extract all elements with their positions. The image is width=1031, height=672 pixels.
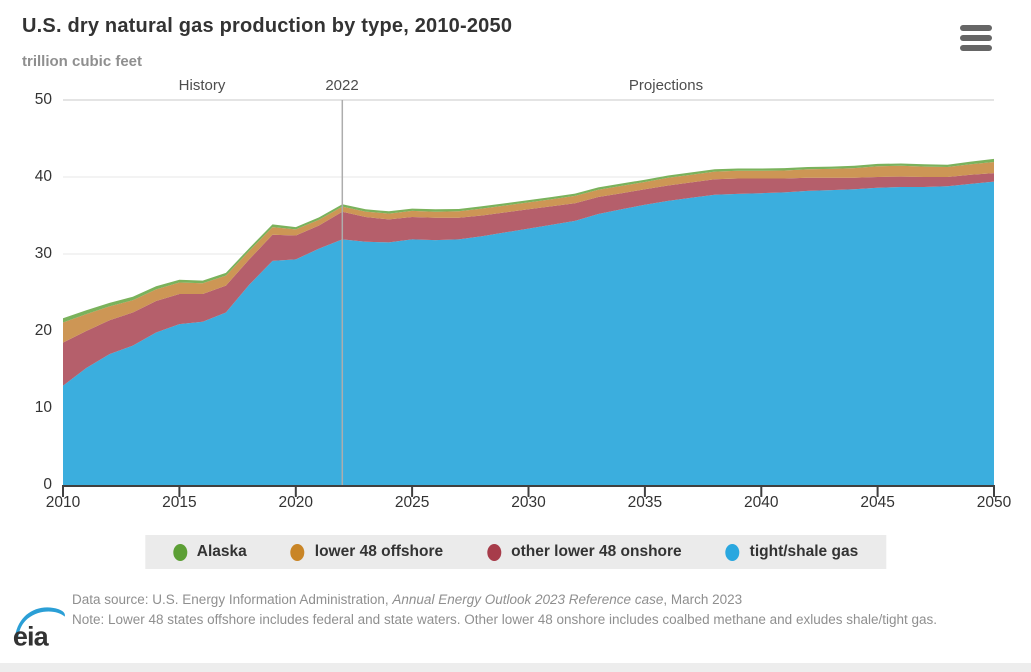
divider-year-label: 2022 bbox=[325, 77, 359, 94]
projections-label: Projections bbox=[628, 77, 704, 94]
y-tick-label: 0 bbox=[43, 476, 52, 493]
y-tick-label: 30 bbox=[34, 245, 52, 262]
legend-item-alaska[interactable]: Alaska bbox=[172, 543, 247, 561]
y-tick-label: 40 bbox=[34, 168, 52, 185]
legend-dot-tight-shale-gas bbox=[725, 543, 740, 561]
legend-item-tight-shale-gas[interactable]: tight/shale gas bbox=[725, 543, 859, 561]
eia-logo-text: eia bbox=[13, 622, 50, 652]
history-label: History bbox=[178, 77, 226, 94]
legend-dot-lower-48-offshore bbox=[290, 543, 305, 561]
legend-item-other-lower-48-onshore[interactable]: other lower 48 onshore bbox=[487, 543, 682, 561]
x-tick-label: 2045 bbox=[860, 494, 895, 511]
legend-dot-alaska bbox=[172, 543, 187, 561]
x-tick-label: 2025 bbox=[394, 494, 430, 511]
y-tick-label: 10 bbox=[34, 399, 52, 416]
x-tick-label: 2030 bbox=[511, 494, 546, 511]
menu-bar bbox=[960, 45, 992, 51]
note-line: Note: Lower 48 states offshore includes … bbox=[72, 612, 938, 627]
legend: Alaska lower 48 offshore other lower 48 on… bbox=[144, 535, 887, 569]
chart-subtitle: trillion cubic feet bbox=[22, 53, 143, 70]
x-tick-label: 2050 bbox=[976, 494, 1012, 511]
bottom-strip bbox=[0, 663, 1031, 672]
footer-notes: Data source: U.S. Energy Information Adm… bbox=[72, 590, 967, 630]
area-other-lower-48-onshore bbox=[63, 173, 994, 386]
legend-item-lower-48-offshore[interactable]: lower 48 offshore bbox=[290, 543, 444, 561]
menu-bar bbox=[960, 25, 992, 31]
eia-swoosh bbox=[14, 607, 65, 640]
menu-bar bbox=[960, 35, 992, 41]
area-lower-48-offshore bbox=[63, 162, 994, 343]
chart-title: U.S. dry natural gas production by type,… bbox=[22, 15, 513, 37]
legend-label: lower 48 offshore bbox=[314, 543, 444, 560]
hamburger-menu-icon[interactable] bbox=[960, 25, 992, 55]
y-tick-label: 50 bbox=[34, 91, 52, 108]
x-tick-label: 2015 bbox=[162, 494, 197, 511]
x-tick-label: 2035 bbox=[627, 494, 663, 511]
legend-label: other lower 48 onshore bbox=[511, 543, 682, 560]
x-tick-label: 2020 bbox=[278, 494, 313, 511]
legend-label: Alaska bbox=[196, 543, 247, 560]
y-tick-label: 20 bbox=[34, 322, 52, 339]
x-tick-label: 2040 bbox=[744, 494, 779, 511]
legend-dot-other-lower-48-onshore bbox=[487, 543, 502, 561]
x-tick-label: 2010 bbox=[45, 494, 81, 511]
legend-label: tight/shale gas bbox=[749, 543, 859, 560]
eia-logo: eia bbox=[13, 607, 65, 652]
area-tight-shale-gas bbox=[63, 181, 994, 485]
data-source-line: Data source: U.S. Energy Information Adm… bbox=[72, 592, 743, 607]
